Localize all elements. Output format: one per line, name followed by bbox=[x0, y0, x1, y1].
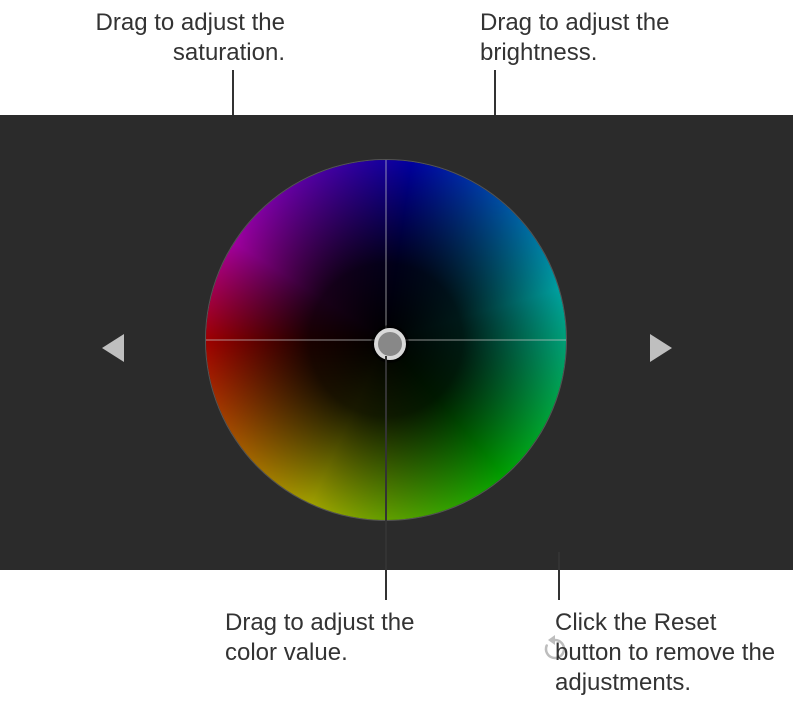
color-wheel-puck[interactable] bbox=[374, 328, 406, 360]
callout-saturation-label: Drag to adjust the saturation. bbox=[65, 8, 285, 68]
callout-color-value-label: Drag to adjust the color value. bbox=[225, 608, 445, 668]
leader-colorvalue-v bbox=[385, 356, 387, 600]
brightness-pointer-icon bbox=[650, 334, 672, 362]
leader-reset-v bbox=[558, 552, 560, 600]
saturation-pointer-icon bbox=[102, 334, 124, 362]
callout-brightness-label: Drag to adjust the brightness. bbox=[480, 8, 740, 68]
figure: Drag to adjust the saturation. Drag to a… bbox=[0, 0, 793, 710]
callout-reset-label: Click the Reset button to remove the adj… bbox=[555, 608, 785, 698]
